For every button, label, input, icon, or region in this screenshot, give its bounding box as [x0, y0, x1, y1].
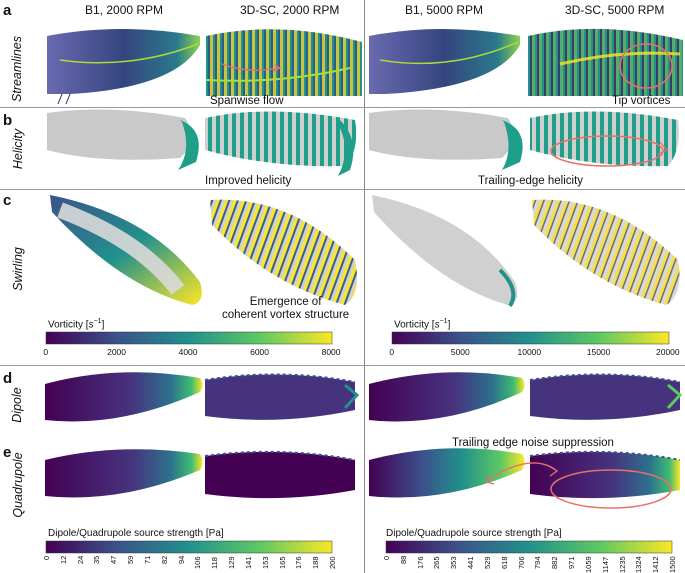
tick-label: 1235: [617, 556, 627, 573]
quadrupole-3dsc-2000: [204, 450, 356, 499]
dipole-3dsc-2000: [204, 373, 360, 420]
streamlines-b1-5000: [369, 29, 520, 94]
tick-label: 200: [328, 556, 337, 569]
tick-label: 141: [243, 556, 253, 569]
tick-label: 88: [398, 555, 408, 565]
tick-label: 5000: [450, 347, 470, 357]
streamlines-3dsc-5000: [528, 28, 683, 97]
annotation-tip-vortices: Tip vortices: [612, 95, 671, 107]
row-divider-b-c: [0, 189, 685, 190]
tick-label: 12: [58, 555, 68, 565]
annotation-spanwise-flow: Spanwise flow: [210, 95, 284, 107]
tick-label: 35: [92, 555, 102, 565]
quadrupole-b1-2000: [45, 449, 203, 498]
vorticity-colorbar-2000: [45, 331, 333, 345]
tick-label: 129: [227, 556, 237, 569]
tick-label: 1324: [634, 556, 644, 573]
tick-label: 59: [126, 555, 136, 565]
tick-label: 153: [260, 556, 270, 569]
tick-label: 0: [389, 347, 395, 357]
tick-label: 20000: [656, 347, 680, 357]
tick-label: 47: [109, 555, 119, 565]
row-letter-d: d: [3, 370, 13, 387]
dipole-3dsc-5000: [529, 373, 683, 420]
center-divider: [364, 0, 365, 573]
column-header-3dsc-5000: 3D-SC, 5000 RPM: [565, 3, 665, 17]
row-letter-b: b: [3, 112, 13, 129]
column-header-3dsc-2000: 3D-SC, 2000 RPM: [240, 3, 340, 17]
vorticity-colorbar-5000: [391, 331, 670, 345]
tick-label: 176: [294, 556, 304, 569]
row-letter-e: e: [3, 444, 12, 461]
tick-label: 15000: [586, 347, 611, 357]
tick-label: 1500: [668, 556, 677, 573]
tick-label: 71: [142, 555, 152, 565]
row-label-swirling: Swirling: [11, 247, 25, 291]
tick-label: 353: [449, 556, 459, 569]
tick-label: 0: [42, 555, 51, 560]
tick-label: 794: [533, 556, 543, 569]
row-divider-c-d: [0, 365, 685, 366]
tick-label: 82: [159, 555, 169, 565]
swirling-3dsc-2000: [210, 199, 358, 305]
tick-label: 10000: [517, 347, 542, 357]
tick-label: 529: [482, 556, 492, 569]
row-divider-a-b: [0, 107, 685, 108]
tick-label: 441: [466, 556, 476, 569]
row-label-quadrupole: Quadrupole: [11, 452, 25, 518]
swirling-b1-2000: [50, 195, 202, 305]
helicity-b1-2000: [47, 109, 199, 170]
tick-label: 94: [176, 555, 186, 565]
dipole-b1-2000: [45, 372, 203, 422]
helicity-3dsc-2000: [205, 111, 357, 176]
annotation-te-noise-suppression: Trailing edge noise suppression: [452, 437, 614, 449]
row-label-streamlines: Streamlines: [10, 36, 24, 102]
tick-label: 0: [382, 555, 391, 560]
helicity-3dsc-5000: [530, 111, 679, 167]
tick-label: 1059: [583, 556, 593, 573]
annotation-emergence: Emergence of coherent vortex structure: [222, 296, 350, 321]
tick-label: 265: [432, 556, 442, 569]
row-letter-a: a: [3, 2, 12, 19]
streamlines-3dsc-2000: [205, 29, 362, 97]
vorticity-colorbar-title-2000: Vorticity [s−1]: [48, 318, 105, 331]
tick-label: 618: [499, 556, 509, 569]
tick-label: 0: [43, 347, 49, 357]
tick-label: 2000: [107, 347, 127, 357]
tick-label: 4000: [178, 347, 198, 357]
tick-label: 706: [516, 556, 526, 569]
source-colorbar-title-2000: Dipole/Quadrupole source strength [Pa]: [48, 528, 224, 539]
tick-label: 6000: [250, 347, 270, 357]
tick-label: 106: [193, 556, 203, 569]
helicity-b1-5000: [369, 109, 523, 170]
swirling-b1-5000: [372, 195, 518, 308]
source-colorbar-5000: [385, 540, 673, 554]
tick-label: 8000: [321, 347, 341, 357]
column-header-b1-2000: B1, 2000 RPM: [85, 3, 164, 17]
column-header-b1-5000: B1, 5000 RPM: [405, 3, 484, 17]
tick-label: 165: [277, 556, 287, 569]
annotation-improved-helicity: Improved helicity: [205, 175, 292, 187]
source-colorbar-title-5000: Dipole/Quadrupole source strength [Pa]: [386, 528, 562, 539]
row-label-helicity: Helicity: [11, 128, 25, 170]
tick-label: 176: [415, 556, 425, 569]
quadrupole-3dsc-5000: [484, 450, 681, 509]
tick-label: 188: [311, 556, 321, 569]
row-label-dipole: Dipole: [10, 387, 24, 423]
annotation-trailing-edge-helicity: Trailing-edge helicity: [478, 175, 584, 187]
streamlines-b1-2000: [47, 29, 200, 105]
source-colorbar-2000: [45, 540, 333, 554]
tick-label: 24: [75, 555, 85, 565]
quadrupole-b1-5000: [369, 448, 525, 498]
tick-label: 971: [567, 556, 577, 569]
tick-label: 882: [550, 556, 560, 569]
tick-label: 1412: [651, 556, 661, 573]
vorticity-colorbar-title-5000: Vorticity [s−1]: [394, 318, 451, 331]
dipole-b1-5000: [369, 372, 525, 422]
tick-label: 1147: [600, 557, 610, 573]
swirling-3dsc-5000: [532, 199, 680, 305]
row-letter-c: c: [3, 192, 12, 209]
tick-label: 118: [210, 556, 220, 569]
